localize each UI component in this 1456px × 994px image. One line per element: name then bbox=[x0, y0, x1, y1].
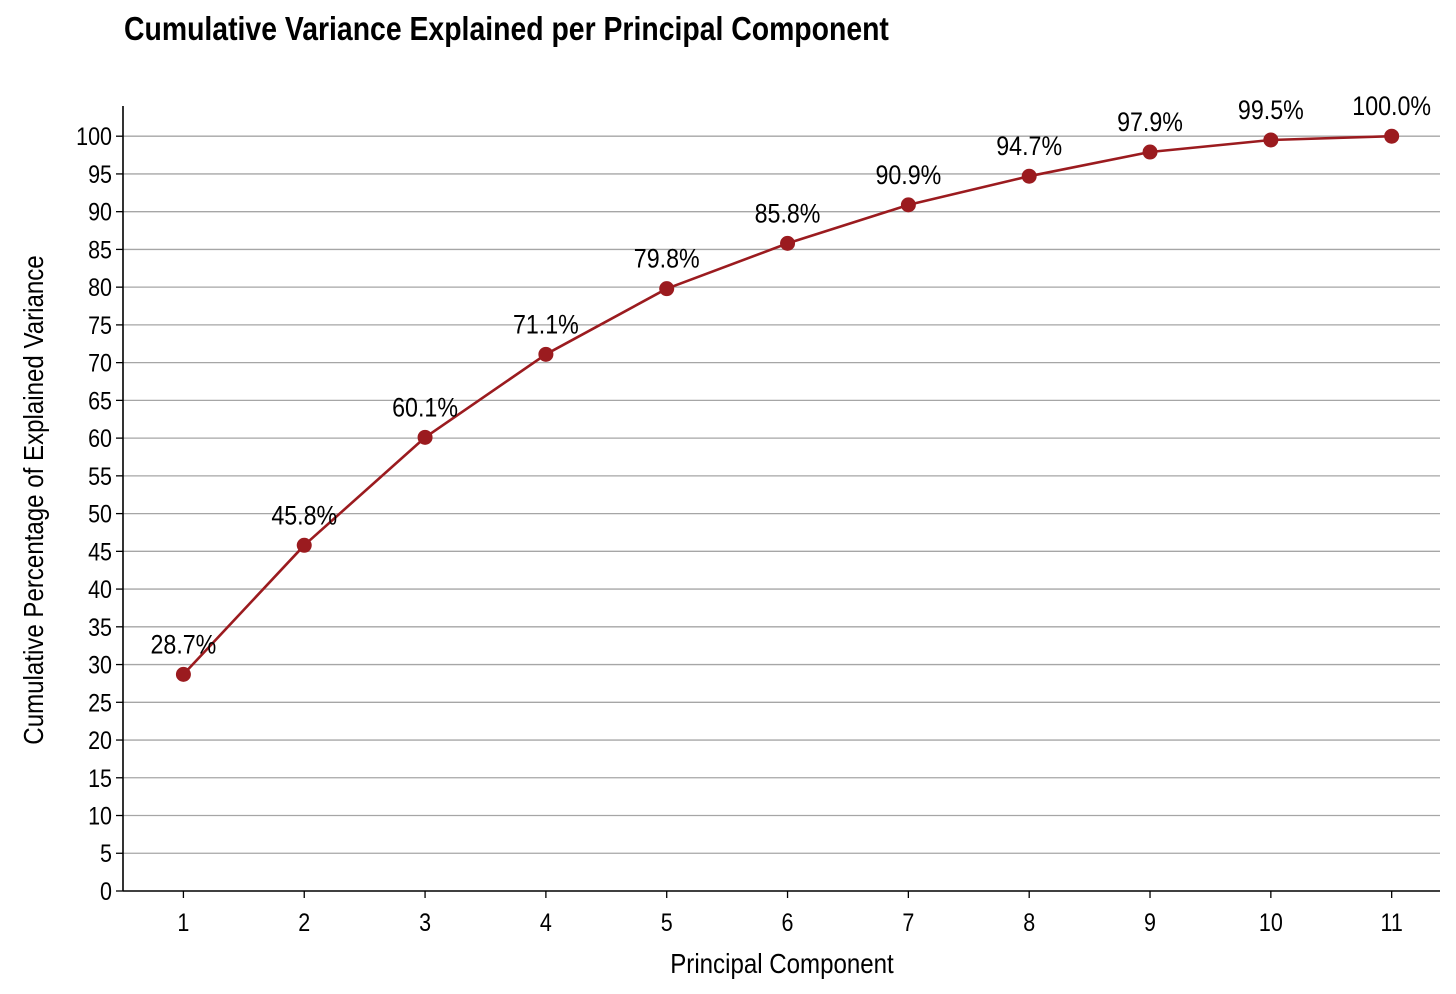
data-label: 97.9% bbox=[1117, 107, 1183, 137]
y-tick-label: 55 bbox=[88, 462, 112, 490]
data-point bbox=[296, 537, 312, 553]
y-tick-label: 5 bbox=[100, 840, 112, 868]
x-tick-label: 8 bbox=[1023, 908, 1035, 936]
data-label: 71.1% bbox=[513, 310, 579, 340]
data-point bbox=[1021, 168, 1037, 184]
chart-title: Cumulative Variance Explained per Princi… bbox=[124, 10, 889, 47]
y-tick-label: 45 bbox=[88, 538, 112, 566]
y-tick-label: 75 bbox=[88, 311, 112, 339]
y-tick-label: 40 bbox=[88, 576, 112, 604]
data-label: 90.9% bbox=[875, 160, 941, 190]
y-tick-label: 15 bbox=[88, 764, 112, 792]
data-point bbox=[538, 346, 554, 362]
y-tick-label: 50 bbox=[88, 500, 112, 528]
data-label: 60.1% bbox=[392, 393, 458, 423]
data-point bbox=[780, 235, 796, 251]
x-tick-label: 10 bbox=[1259, 908, 1283, 936]
y-tick-label: 85 bbox=[88, 236, 112, 264]
data-point bbox=[1263, 132, 1279, 148]
y-tick-label: 90 bbox=[88, 198, 112, 226]
data-label: 85.8% bbox=[755, 199, 821, 229]
y-tick-label: 10 bbox=[88, 802, 112, 830]
x-tick-label: 6 bbox=[782, 908, 794, 936]
y-tick-label: 20 bbox=[88, 727, 112, 755]
x-tick-label: 4 bbox=[540, 908, 552, 936]
x-tick-label: 7 bbox=[902, 908, 914, 936]
axes bbox=[116, 106, 1440, 898]
data-label: 94.7% bbox=[996, 132, 1062, 162]
x-tick-label: 11 bbox=[1381, 908, 1403, 936]
data-point bbox=[1384, 128, 1400, 144]
x-tick-label: 3 bbox=[419, 908, 431, 936]
x-axis-label: Principal Component bbox=[670, 947, 894, 979]
y-tick-label: 25 bbox=[88, 689, 112, 717]
x-tick-label: 9 bbox=[1144, 908, 1156, 936]
grid-lines bbox=[123, 135, 1440, 854]
data-label: 45.8% bbox=[271, 501, 337, 531]
y-tick-label: 65 bbox=[88, 387, 112, 415]
y-tick-label: 70 bbox=[88, 349, 112, 377]
y-axis-label: Cumulative Percentage of Explained Varia… bbox=[17, 255, 49, 744]
x-tick-label: 2 bbox=[298, 908, 310, 936]
data-point bbox=[659, 281, 675, 297]
x-tick-label: 5 bbox=[661, 908, 673, 936]
y-tick-label: 95 bbox=[88, 160, 112, 188]
data-label: 100.0% bbox=[1352, 92, 1431, 122]
data-label: 28.7% bbox=[151, 630, 217, 660]
y-tick-label: 80 bbox=[88, 274, 112, 302]
y-tick-label: 100 bbox=[76, 123, 112, 151]
y-tick-label: 0 bbox=[100, 877, 112, 905]
data-label: 99.5% bbox=[1238, 95, 1304, 125]
y-tick-label: 30 bbox=[88, 651, 112, 679]
data-point bbox=[417, 429, 433, 445]
y-tick-label: 35 bbox=[88, 613, 112, 641]
data-point bbox=[1142, 144, 1158, 160]
series-line bbox=[175, 128, 1400, 682]
data-label: 79.8% bbox=[634, 244, 700, 274]
data-point bbox=[175, 666, 191, 682]
x-tick-label: 1 bbox=[177, 908, 189, 936]
tick-labels: 0510152025303540455055606570758085909510… bbox=[76, 123, 1403, 937]
y-tick-label: 60 bbox=[88, 425, 112, 453]
data-point bbox=[900, 197, 916, 213]
data-labels: 28.7% 45.8% 60.1% 71.1% 79.8% 85.8% 90.9% 94.7%… bbox=[151, 92, 1432, 660]
